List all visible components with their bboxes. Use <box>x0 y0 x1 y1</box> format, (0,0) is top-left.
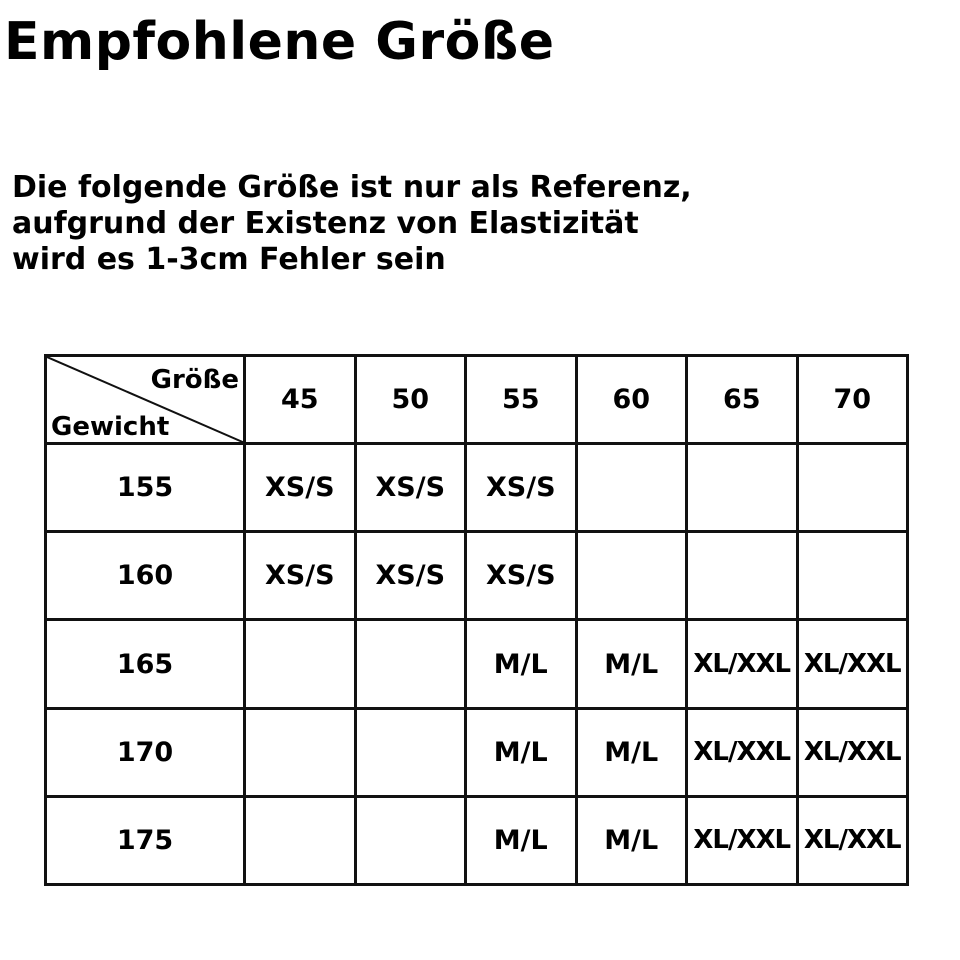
table-row: 155 XS/S XS/S XS/S <box>44 442 909 534</box>
size-cell: XS/S <box>464 530 578 622</box>
size-cell <box>353 706 467 798</box>
size-cell <box>574 530 688 622</box>
column-header: 60 <box>574 353 688 446</box>
size-header-label: Größe <box>150 365 239 395</box>
size-cell: XS/S <box>464 442 578 534</box>
weight-cell: 165 <box>44 618 246 710</box>
table-row: 160 XS/S XS/S XS/S <box>44 530 909 622</box>
size-cell: M/L <box>574 618 688 710</box>
size-cell: M/L <box>464 706 578 798</box>
size-cell: M/L <box>464 794 578 887</box>
column-header: 70 <box>795 353 909 446</box>
table-row: 175 M/L M/L XL/XXL XL/XXL <box>44 794 909 887</box>
size-cell: XL/XXL <box>685 618 799 710</box>
corner-cell: Größe Gewicht <box>44 353 246 446</box>
size-chart-table: Größe Gewicht 45 50 55 60 65 70 155 XS/S XS/S XS… <box>44 353 909 887</box>
subtitle-line: wird es 1-3cm Fehler sein <box>12 242 446 277</box>
size-cell <box>243 706 357 798</box>
column-header: 45 <box>243 353 357 446</box>
size-cell: XS/S <box>353 530 467 622</box>
size-cell: XL/XXL <box>795 706 909 798</box>
size-cell: XL/XXL <box>685 706 799 798</box>
size-cell <box>795 442 909 534</box>
column-header: 50 <box>353 353 467 446</box>
subtitle-line: aufgrund der Existenz von Elastizität <box>12 206 639 241</box>
header-row: Größe Gewicht 45 50 55 60 65 70 <box>44 353 909 446</box>
size-cell: M/L <box>464 618 578 710</box>
subtitle: Die folgende Größe ist nur als Referenz,… <box>12 170 692 278</box>
size-cell: XS/S <box>353 442 467 534</box>
weight-cell: 160 <box>44 530 246 622</box>
size-cell <box>353 618 467 710</box>
size-cell: M/L <box>574 706 688 798</box>
size-cell: XL/XXL <box>795 618 909 710</box>
size-cell: XS/S <box>243 442 357 534</box>
weight-cell: 175 <box>44 794 246 887</box>
page-title: Empfohlene Größe <box>4 12 555 72</box>
size-cell <box>243 794 357 887</box>
subtitle-line: Die folgende Größe ist nur als Referenz, <box>12 170 692 205</box>
size-cell <box>353 794 467 887</box>
size-cell: XS/S <box>243 530 357 622</box>
weight-cell: 170 <box>44 706 246 798</box>
column-header: 65 <box>685 353 799 446</box>
column-header: 55 <box>464 353 578 446</box>
table-row: 165 M/L M/L XL/XXL XL/XXL <box>44 618 909 710</box>
table-row: 170 M/L M/L XL/XXL XL/XXL <box>44 706 909 798</box>
size-cell: XL/XXL <box>795 794 909 887</box>
size-cell <box>795 530 909 622</box>
size-cell <box>685 442 799 534</box>
size-cell <box>685 530 799 622</box>
size-cell: XL/XXL <box>685 794 799 887</box>
weight-header-label: Gewicht <box>51 412 170 443</box>
size-cell <box>574 442 688 534</box>
size-cell <box>243 618 357 710</box>
diagonal-divider <box>47 357 243 442</box>
weight-cell: 155 <box>44 442 246 534</box>
size-cell: M/L <box>574 794 688 887</box>
